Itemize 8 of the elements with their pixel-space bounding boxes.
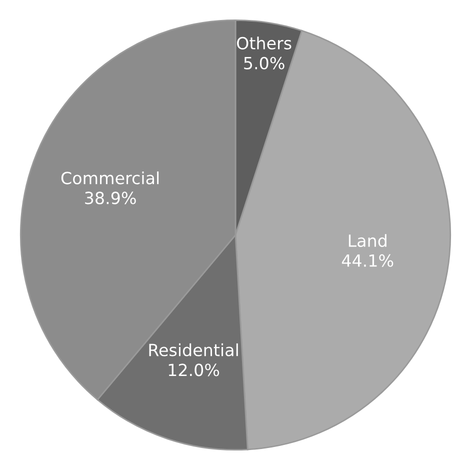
slice-label: Residential — [149, 343, 238, 356]
data-label: 5.0% — [244, 56, 284, 70]
slice-label: Others — [237, 36, 292, 50]
data-label: 12.0% — [168, 364, 220, 376]
slice-label: Commercial — [61, 171, 159, 184]
data-label: 44.1% — [342, 254, 394, 267]
slice-label: Land — [348, 234, 386, 247]
data-label: 38.9% — [85, 192, 136, 204]
